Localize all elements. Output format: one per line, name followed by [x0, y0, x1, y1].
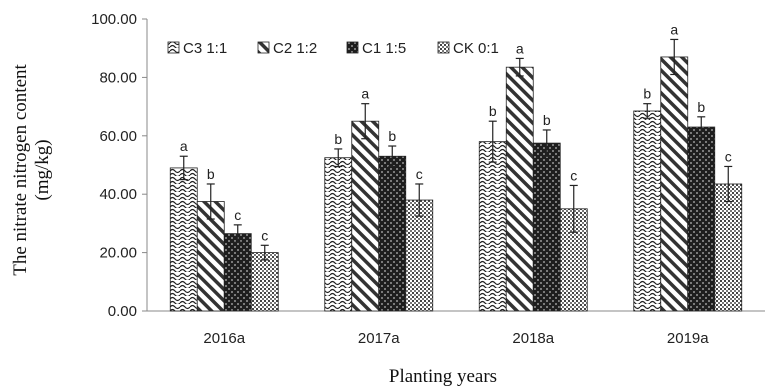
significance-label: c	[234, 207, 241, 223]
error-bar	[542, 129, 551, 157]
error-bar	[233, 224, 242, 243]
error-bar	[179, 155, 188, 181]
bar-c3-1-1	[324, 157, 353, 312]
significance-label: a	[670, 21, 678, 37]
y-tick-label: 100.00	[91, 11, 137, 28]
bar-series-group: a b b b b a a a c b b b c c c c	[169, 21, 743, 312]
significance-label: c	[725, 148, 732, 164]
significance-label: c	[570, 167, 577, 183]
significance-label: a	[361, 86, 369, 102]
x-axis: 2016a 2017a 2018a 2019a	[147, 310, 765, 347]
legend-label: C2 1:2	[273, 40, 317, 57]
error-bar	[206, 183, 215, 220]
y-axis-title-line1: The nitrate nitrogen content	[10, 63, 31, 275]
y-tick-label: 0.00	[108, 303, 137, 320]
error-bar	[697, 116, 706, 138]
error-bar	[388, 145, 397, 168]
bar-c3-1-1	[633, 110, 662, 312]
significance-label: c	[416, 166, 423, 182]
bar-c1-1-5	[532, 142, 561, 312]
error-bar	[670, 38, 679, 76]
legend-label: C1 1:5	[362, 40, 406, 57]
bar-c2-1-2	[196, 201, 225, 312]
legend-swatch	[167, 41, 180, 54]
significance-label: b	[334, 131, 342, 147]
bar-ck-0-1	[405, 199, 434, 312]
legend-swatch	[346, 41, 359, 54]
significance-label: b	[388, 128, 396, 144]
x-axis-title: Planting years	[389, 366, 497, 386]
significance-label: b	[697, 99, 705, 115]
significance-label: a	[180, 138, 188, 154]
bar-ck-0-1	[250, 252, 279, 312]
legend-label: C3 1:1	[183, 40, 227, 57]
legend-label: CK 0:1	[453, 40, 499, 57]
bar-c1-1-5	[687, 126, 716, 312]
significance-label: b	[489, 103, 497, 119]
y-axis-title-line2: (mg/kg)	[32, 139, 53, 200]
x-tick-label: 2019a	[667, 330, 709, 347]
bar-c2-1-2	[351, 120, 380, 312]
error-bar	[415, 183, 424, 217]
error-bar	[361, 103, 370, 140]
error-bar	[643, 103, 652, 119]
legend-swatch	[257, 41, 270, 54]
legend-swatch	[437, 41, 450, 54]
error-bar	[724, 165, 733, 203]
x-tick-label: 2016a	[203, 330, 245, 347]
significance-label: b	[643, 86, 651, 102]
bar-ck-0-1	[714, 183, 743, 312]
y-tick-label: 20.00	[99, 245, 137, 262]
bar-c3-1-1	[478, 141, 507, 312]
bar-c2-1-2	[660, 56, 689, 312]
error-bar	[515, 57, 524, 77]
significance-label: b	[543, 112, 551, 128]
legend-item: C3 1:1	[167, 40, 227, 57]
legend-item: C2 1:2	[257, 40, 317, 57]
legend: C3 1:1 C2 1:2 C1 1:5 CK 0:1	[167, 40, 499, 57]
error-bar	[260, 244, 269, 261]
significance-label: a	[516, 40, 524, 56]
x-tick-label: 2018a	[512, 330, 554, 347]
bar-c1-1-5	[223, 233, 252, 312]
error-bar	[334, 148, 343, 168]
x-tick-label: 2017a	[358, 330, 400, 347]
error-bar	[488, 120, 497, 163]
bar-c3-1-1	[169, 167, 198, 312]
y-tick-label: 80.00	[99, 69, 137, 86]
y-tick-label: 40.00	[99, 186, 137, 203]
legend-item: C1 1:5	[346, 40, 406, 57]
y-axis: 0.00 20.00 40.00 60.00 80.00 100.00	[91, 11, 148, 320]
bar-c1-1-5	[378, 155, 407, 312]
significance-label: c	[261, 227, 268, 243]
error-bar	[569, 184, 578, 233]
significance-label: b	[207, 166, 215, 182]
y-tick-label: 60.00	[99, 128, 137, 145]
legend-item: CK 0:1	[437, 40, 499, 57]
bar-c2-1-2	[505, 66, 534, 312]
